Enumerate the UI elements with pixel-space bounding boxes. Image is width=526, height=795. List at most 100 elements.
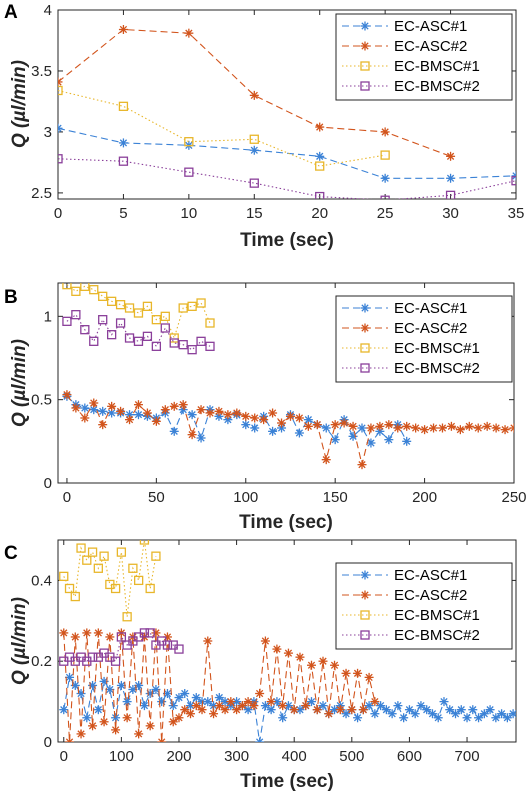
panel-c-point-ec-asc2 — [186, 709, 196, 719]
panel-c-point-ec-asc2 — [232, 705, 242, 715]
panel-c-point-ec-asc1 — [474, 713, 484, 723]
panel-b-point-ec-asc2 — [285, 411, 295, 421]
panel-c-point-ec-bmsc2 — [116, 632, 127, 642]
panel-c-point-ec-asc1 — [139, 701, 149, 711]
panel-c-point-ec-asc2 — [197, 705, 207, 715]
panel-b-point-ec-asc2 — [277, 418, 287, 428]
panel-b-line-ec-bmsc1 — [66, 284, 211, 340]
panel-b-legend-marker-ec-asc1 — [360, 303, 370, 313]
panel-a-series-ec-asc2 — [58, 25, 456, 161]
panel-c-xtick-label: 400 — [282, 748, 307, 765]
panel-a-point-ec-bmsc2 — [511, 176, 516, 186]
panel-c-point-ec-asc1 — [168, 701, 178, 711]
panel-a-xtick-label: 5 — [119, 205, 127, 222]
panel-c-point-ec-asc1 — [497, 709, 507, 719]
panel-b-point-ec-asc2 — [205, 408, 215, 418]
panel-c-point-ec-bmsc1 — [70, 591, 80, 602]
panel-c-point-ec-bmsc1 — [134, 575, 144, 586]
panel-b-point-ec-bmsc2 — [106, 330, 117, 340]
panel-c-point-ec-asc1 — [439, 697, 449, 707]
panel-c-legend-marker-ec-asc1 — [360, 570, 370, 580]
panel-b-ytick-label: 0.5 — [31, 392, 52, 409]
panel-c-point-ec-asc2 — [301, 701, 311, 711]
panel-b-point-ec-bmsc2 — [115, 318, 126, 328]
panel-c-point-ec-asc2 — [76, 729, 86, 739]
panel-b-point-ec-bmsc2 — [169, 338, 179, 348]
panel-b-point-ec-asc2 — [455, 425, 465, 435]
panel-c-point-ec-asc2 — [111, 725, 121, 735]
panel-c-point-ec-asc2 — [157, 737, 167, 742]
panel-c-point-ec-asc2 — [353, 668, 363, 678]
panel-b-point-ec-bmsc2 — [71, 310, 81, 320]
panel-c-point-ec-asc1 — [59, 705, 69, 715]
panel-c-point-ec-asc1 — [451, 709, 461, 719]
panel-c-label: C — [4, 543, 18, 564]
panel-c-point-ec-asc2 — [370, 697, 380, 707]
panel-b-point-ec-asc2 — [429, 423, 439, 433]
panel-c-point-ec-asc2 — [347, 705, 357, 715]
panel-c-point-ec-asc1 — [393, 701, 403, 711]
panel-b-point-ec-asc2 — [62, 390, 72, 400]
panel-c-point-ec-asc1 — [116, 680, 126, 690]
panel-b-point-ec-asc2 — [214, 406, 224, 416]
panel-c-ytick-label: 0.2 — [31, 653, 52, 670]
panel-b-legend: EC-ASC#1 EC-ASC#2 EC-BMSC#1 EC-BMSC#2 — [335, 295, 513, 383]
panel-c-point-ec-asc2 — [266, 697, 276, 707]
panel-a-line-ec-bmsc1 — [58, 89, 386, 167]
panel-b-point-ec-bmsc1 — [80, 283, 90, 291]
panel-c-point-ec-asc2 — [214, 701, 224, 711]
panel-b-point-ec-asc1 — [402, 436, 412, 446]
panel-b-point-ec-asc2 — [178, 400, 188, 410]
panel-c-point-ec-asc1 — [145, 689, 155, 699]
panel-c-point-ec-asc2 — [312, 705, 322, 715]
panel-a-legend-label-ec-asc1: EC-ASC#1 — [394, 18, 467, 35]
panel-b-plot-area — [62, 283, 514, 470]
panel-b-point-ec-asc2 — [402, 421, 412, 431]
panel-a-point-ec-asc2 — [58, 77, 63, 87]
panel-b-point-ec-asc2 — [98, 420, 108, 430]
panel-c-ytick-label: 0.4 — [31, 572, 52, 589]
panel-c-point-ec-bmsc1 — [139, 540, 150, 545]
panel-c-point-ec-asc1 — [341, 709, 351, 719]
panel-b-point-ec-asc2 — [411, 423, 421, 433]
panel-b-point-ec-asc2 — [366, 423, 376, 433]
panel-c-point-ec-asc1 — [318, 701, 328, 711]
panel-a-ytick-label: 2.5 — [31, 185, 52, 202]
panel-a-point-ec-bmsc2 — [315, 191, 325, 199]
panel-c-point-ec-asc2 — [174, 713, 184, 723]
panel-c-point-ec-bmsc2 — [162, 640, 173, 650]
panel-c-point-ec-bmsc1 — [87, 547, 98, 557]
panel-b-point-ec-asc2 — [509, 423, 514, 433]
panel-c-point-ec-asc1 — [485, 705, 495, 715]
panel-a-series-ec-bmsc2 — [58, 154, 516, 199]
panel-c-point-ec-bmsc2 — [87, 652, 98, 662]
panel-b-point-ec-asc2 — [491, 423, 501, 433]
panel-c-point-ec-asc2 — [306, 660, 316, 670]
panel-c-point-ec-asc1 — [278, 713, 288, 723]
panel-c-point-ec-asc2 — [82, 628, 92, 638]
panel-b-point-ec-asc2 — [312, 420, 322, 430]
panel-a-series-ec-bmsc1 — [58, 85, 390, 171]
panel-b-legend-label-ec-bmsc2: EC-BMSC#2 — [394, 360, 480, 377]
panel-c-point-ec-asc1 — [128, 684, 138, 694]
panel-b-label: B — [4, 287, 18, 308]
panel-c-point-ec-asc2 — [122, 713, 132, 723]
panel-a-point-ec-asc2 — [446, 151, 456, 161]
panel-a-xtick-label: 35 — [508, 205, 525, 222]
panel-c-point-ec-asc2 — [168, 717, 178, 727]
panel-a-point-ec-asc2 — [315, 122, 325, 132]
panel-b-point-ec-bmsc1 — [187, 301, 197, 311]
panel-c-point-ec-asc2 — [358, 705, 368, 715]
panel-b-point-ec-asc2 — [268, 408, 278, 418]
panel-b-ytick-label: 1 — [44, 308, 52, 325]
panel-c-point-ec-asc2 — [180, 705, 190, 715]
panel-b-series-ec-asc2 — [62, 390, 514, 470]
panel-a-legend: EC-ASC#1 EC-ASC#2 EC-BMSC#1 EC-BMSC#2 — [335, 13, 513, 101]
panel-b-point-ec-bmsc2 — [89, 336, 99, 346]
panel-a-point-ec-asc1 — [315, 151, 325, 161]
panel-a-xtick-label: 25 — [377, 205, 394, 222]
panel-c-point-ec-bmsc1 — [64, 583, 75, 594]
panel-b-point-ec-asc2 — [339, 418, 349, 428]
panel-c-point-ec-asc2 — [88, 721, 98, 731]
panel-a-xtick-label: 0 — [54, 205, 62, 222]
